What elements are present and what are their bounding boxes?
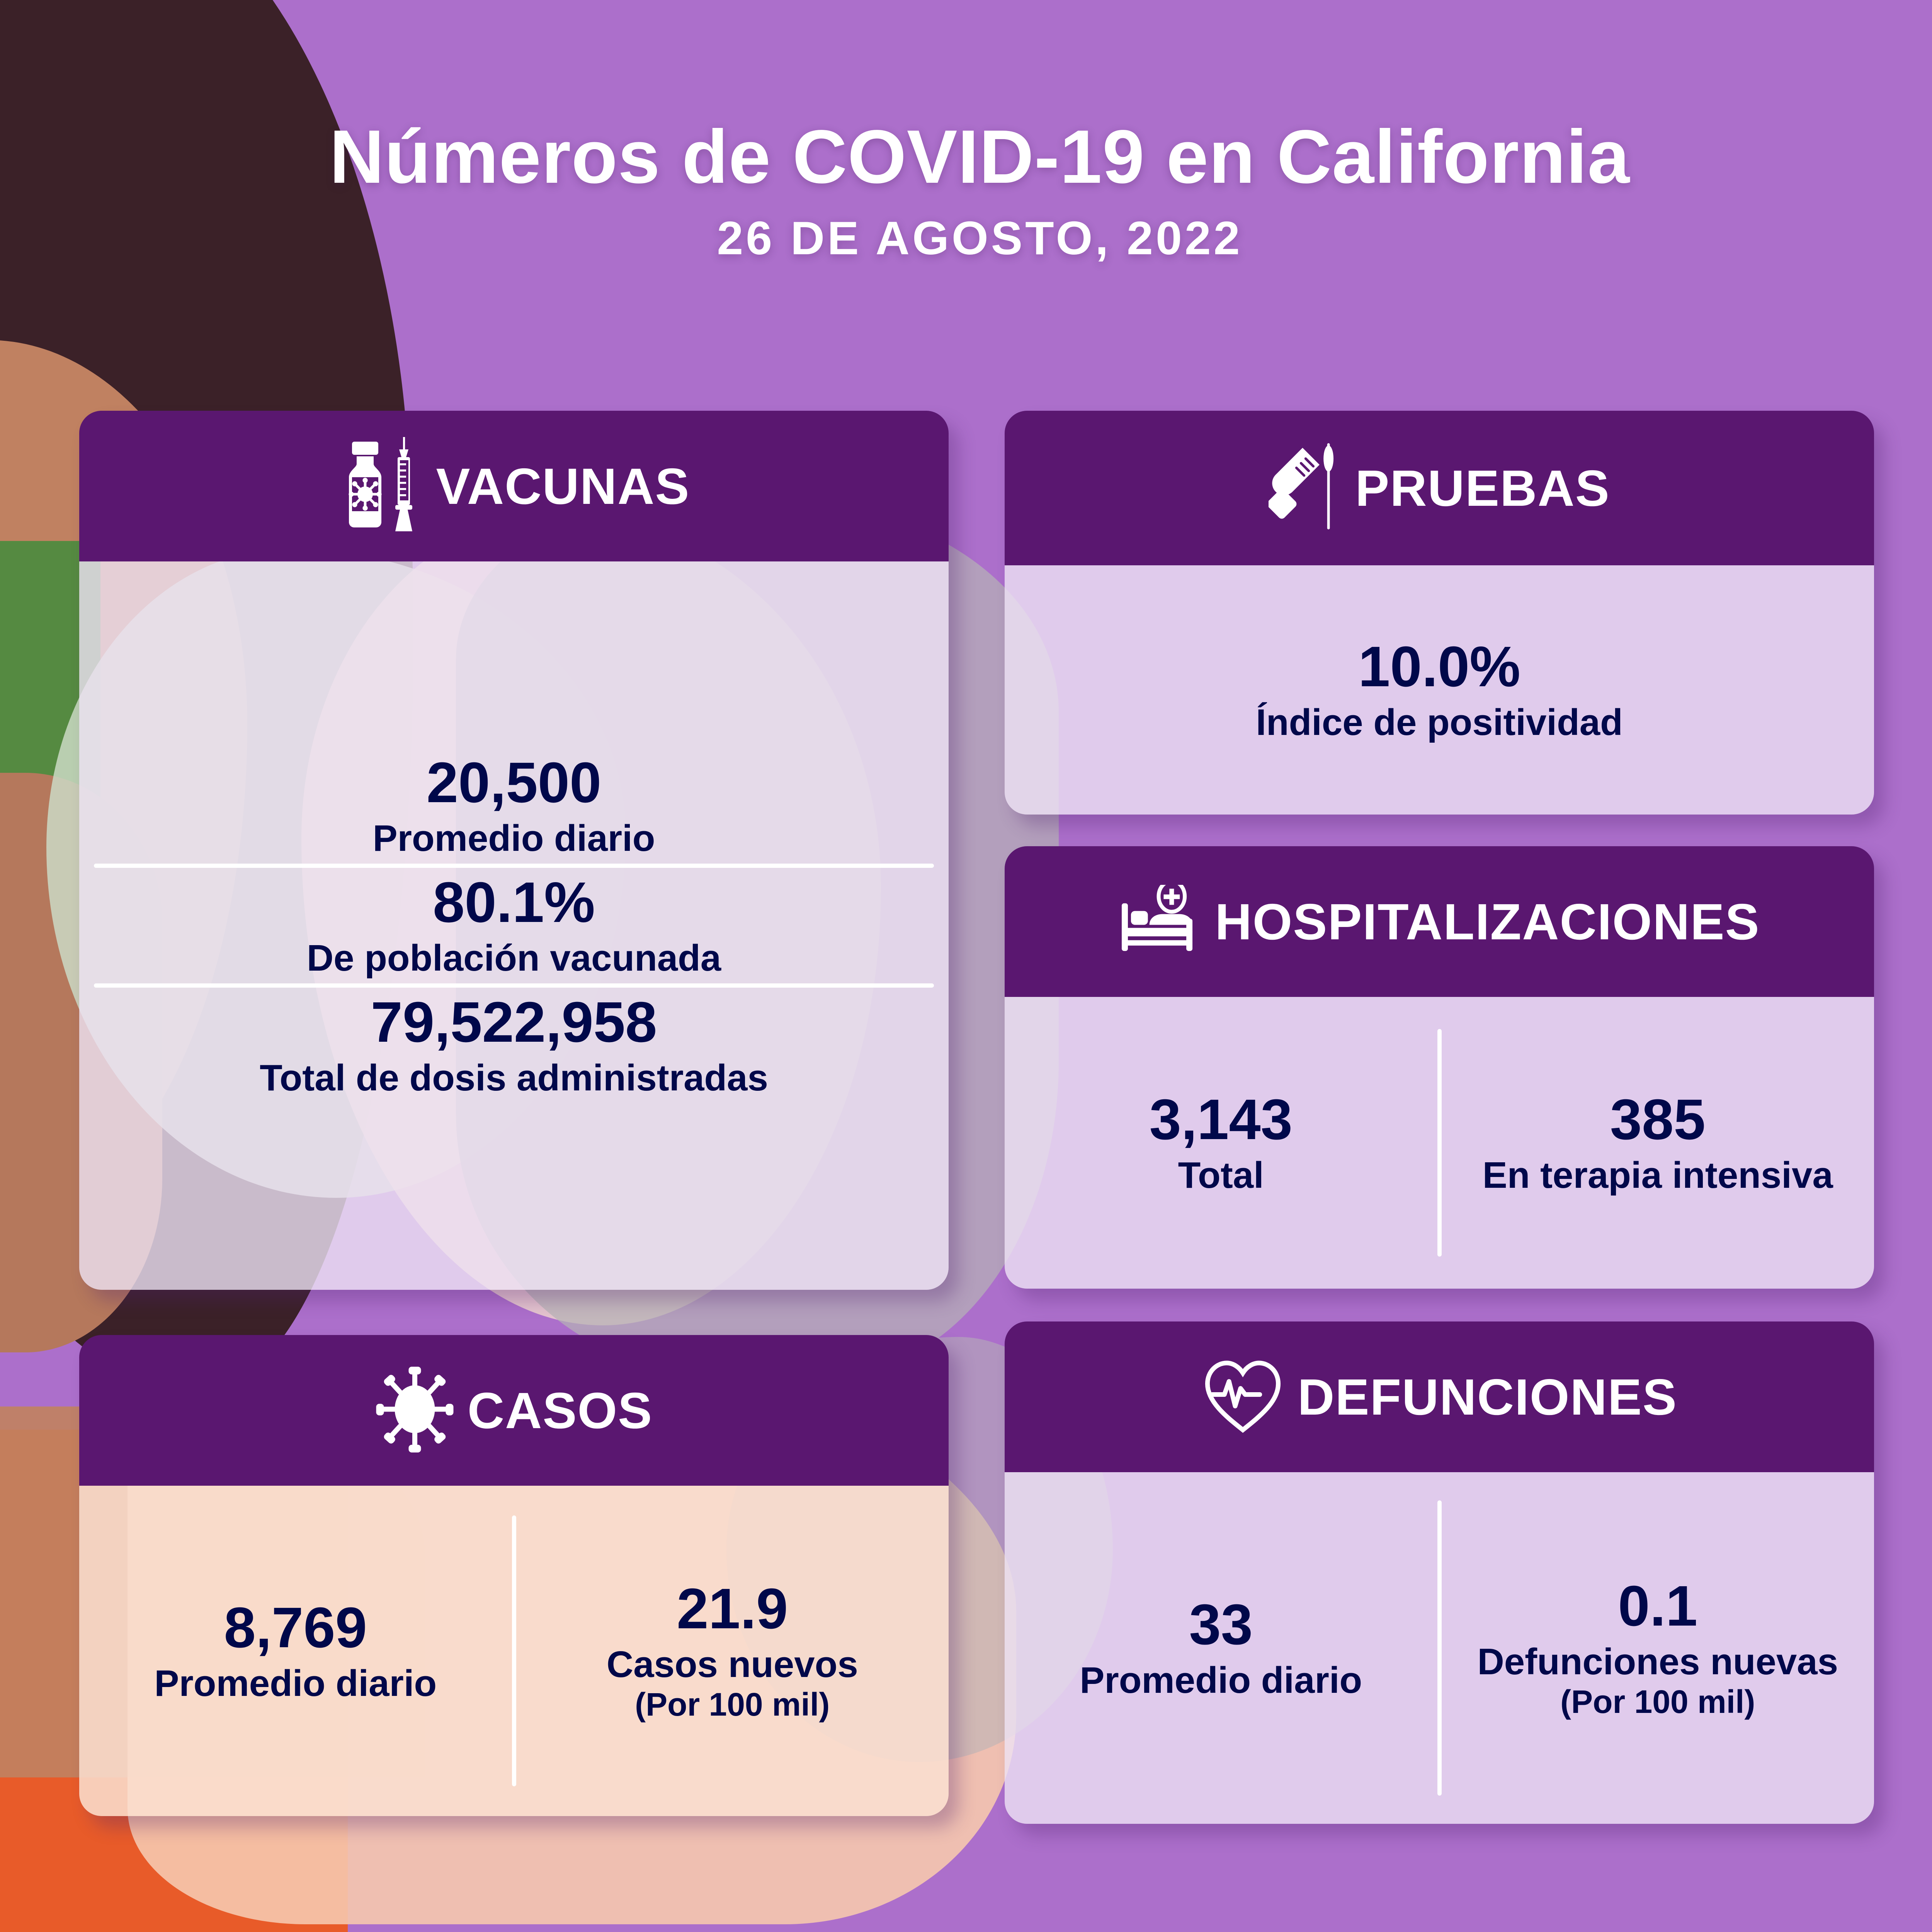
stat-hosp-icu: 385 En terapia intensiva [1442,997,1874,1289]
card-vacunas-header: VACUNAS [79,411,949,561]
stat-label: Promedio diario [372,817,655,859]
card-defunciones-body: 33 Promedio diario 0.1 Defunciones nueva… [1005,1472,1874,1824]
page-subtitle: 26 DE AGOSTO, 2022 [717,211,1243,264]
card-pruebas-title: PRUEBAS [1355,459,1610,517]
stat-vacunas-poblacion: 80.1% De población vacunada [79,868,949,983]
stat-hosp-total: 3,143 Total [1005,997,1437,1289]
stat-value: 3,143 [1149,1087,1293,1151]
page-title: Números de COVID-19 en California [329,114,1630,199]
stat-value: 385 [1610,1087,1706,1151]
card-hospitalizaciones-title: HOSPITALIZACIONES [1215,893,1760,950]
stat-label: Promedio diario [154,1662,437,1704]
card-vacunas-title: VACUNAS [436,457,690,515]
divider-vertical [1437,1029,1442,1257]
stat-defun-promedio: 33 Promedio diario [1005,1472,1437,1824]
stat-label: De población vacunada [306,937,721,979]
card-defunciones-title: DEFUNCIONES [1298,1368,1677,1425]
stat-pruebas-positividad: 10.0% Índice de positividad [1005,632,1874,748]
stat-label: Total [1178,1154,1264,1196]
card-casos-title: CASOS [467,1382,653,1439]
stat-label: Índice de positividad [1256,701,1623,743]
divider-horizontal [94,983,934,988]
card-defunciones: DEFUNCIONES 33 Promedio diario 0.1 Defun… [1005,1321,1874,1824]
stat-label: Promedio diario [1080,1660,1362,1701]
card-pruebas-body: 10.0% Índice de positividad [1005,565,1874,815]
stat-label: En terapia intensiva [1482,1154,1833,1196]
stat-value: 21.9 [677,1577,788,1641]
stat-casos-promedio: 8,769 Promedio diario [79,1486,512,1816]
stat-vacunas-promedio: 20,500 Promedio diario [79,748,949,864]
stat-sublabel: (Por 100 mil) [635,1686,830,1723]
stat-value: 0.1 [1618,1574,1698,1638]
heart-pulse-icon [1201,1357,1284,1437]
stat-label: Total de dosis administradas [260,1057,768,1099]
card-casos: CASOS 8,769 Promedio diario 21.9 Casos n… [79,1335,949,1816]
card-defunciones-header: DEFUNCIONES [1005,1321,1874,1472]
stat-defun-nuevas: 0.1 Defunciones nuevas (Por 100 mil) [1442,1472,1874,1824]
card-hospitalizaciones-header: HOSPITALIZACIONES [1005,846,1874,997]
stat-value: 8,769 [224,1595,367,1660]
card-casos-body: 8,769 Promedio diario 21.9 Casos nuevos … [79,1486,949,1816]
vaccine-vial-syringe-icon [338,437,423,536]
stat-vacunas-dosis: 79,522,958 Total de dosis administradas [79,988,949,1103]
divider-vertical [1437,1500,1442,1796]
coronavirus-icon [375,1365,454,1456]
stat-label: Defunciones nuevas [1477,1641,1838,1682]
card-hospitalizaciones-body: 3,143 Total 385 En terapia intensiva [1005,997,1874,1289]
divider-vertical [512,1515,516,1787]
card-pruebas: PRUEBAS 10.0% Índice de positividad [1005,411,1874,815]
stat-value: 80.1% [433,870,595,934]
card-hospitalizaciones: HOSPITALIZACIONES 3,143 Total 385 En ter… [1005,846,1874,1289]
test-tube-swab-icon [1267,442,1342,534]
hospital-bed-icon [1119,879,1202,958]
card-pruebas-header: PRUEBAS [1005,411,1874,565]
divider-horizontal [94,863,934,868]
stat-value: 79,522,958 [371,990,657,1054]
card-vacunas: VACUNAS 20,500 Promedio diario 80.1% De … [79,411,949,1290]
stat-value: 20,500 [426,750,602,815]
stat-label: Casos nuevos [606,1644,858,1685]
stat-value: 33 [1189,1593,1253,1657]
stat-sublabel: (Por 100 mil) [1560,1683,1755,1720]
card-vacunas-body: 20,500 Promedio diario 80.1% De població… [79,561,949,1290]
page-header: Números de COVID-19 en California 26 DE … [0,116,1932,265]
card-casos-header: CASOS [79,1335,949,1486]
stat-casos-nuevos: 21.9 Casos nuevos (Por 100 mil) [516,1486,949,1816]
stat-value: 10.0% [1358,634,1520,699]
